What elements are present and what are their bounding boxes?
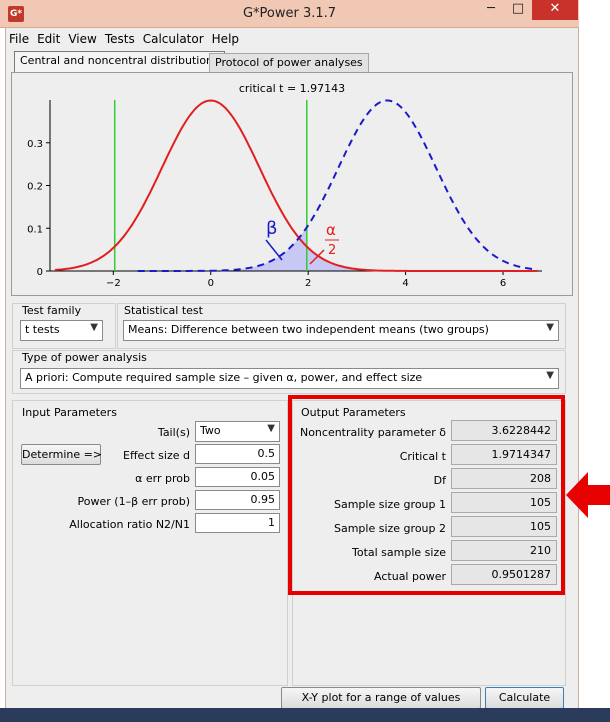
statistical-test-panel xyxy=(117,303,566,349)
total-sample-size-value: 210 xyxy=(451,540,557,561)
effect-size-label: Effect size d xyxy=(123,449,190,462)
critical-t-label: critical t = 1.97143 xyxy=(239,82,345,95)
chevron-down-icon: ▼ xyxy=(546,370,554,381)
distribution-plot: critical t = 1.97143 0 0.1 0.2 0.3 −2 0 2 4 6 β… xyxy=(27,82,542,288)
power-analysis-select[interactable]: A priori: Compute required sample size –… xyxy=(20,368,559,389)
allocation-ratio-label: Allocation ratio N2/N1 xyxy=(69,518,190,531)
alpha-err-input[interactable]: 0.05 xyxy=(195,467,280,487)
central-distribution-curve xyxy=(54,99,538,272)
noncentrality-value: 3.6228442 xyxy=(451,420,557,441)
total-sample-size-label: Total sample size xyxy=(351,546,446,559)
tails-value: Two xyxy=(200,424,221,437)
highlight-arrow-icon xyxy=(566,472,610,518)
taskbar xyxy=(0,708,610,722)
statistical-test-select[interactable]: Means: Difference between two independen… xyxy=(123,320,559,341)
y-tick-label: 0 xyxy=(37,267,43,278)
alpha-denominator: 2 xyxy=(328,243,336,258)
xy-plot-button[interactable]: X-Y plot for a range of values xyxy=(281,687,481,709)
y-tick-label: 0.3 xyxy=(27,139,43,150)
noncentrality-label: Noncentrality parameter δ xyxy=(299,426,446,439)
power-analysis-label: Type of power analysis xyxy=(22,351,147,364)
y-tick-label: 0.2 xyxy=(27,182,43,193)
window-title: G*Power 3.1.7 xyxy=(242,6,337,21)
power-analysis-panel xyxy=(12,350,566,394)
maximize-button[interactable]: □ xyxy=(511,1,525,16)
tails-label: Tail(s) xyxy=(157,426,190,439)
sample-size-group1-label: Sample size group 1 xyxy=(333,498,446,511)
critical-t-value: 1.9714347 xyxy=(451,444,557,465)
menu-edit[interactable]: Edit xyxy=(37,32,61,46)
actual-power-value: 0.9501287 xyxy=(451,564,557,585)
actual-power-label: Actual power xyxy=(374,570,446,583)
menu-view[interactable]: View xyxy=(68,32,97,46)
tails-select[interactable]: Two ▼ xyxy=(195,421,280,442)
app-icon: G* xyxy=(8,6,24,22)
tab-distributions[interactable]: Central and noncentral distributions xyxy=(14,51,225,73)
chevron-down-icon: ▼ xyxy=(90,322,98,333)
output-parameters-title: Output Parameters xyxy=(301,406,406,419)
alpha-label: α xyxy=(326,221,336,239)
test-family-value: t tests xyxy=(25,323,60,336)
chevron-down-icon: ▼ xyxy=(267,423,275,434)
output-highlight-box xyxy=(288,395,565,595)
input-parameters-panel xyxy=(12,400,288,686)
test-family-select[interactable]: t tests ▼ xyxy=(20,320,103,341)
menu-tests[interactable]: Tests xyxy=(104,32,135,46)
minimize-button[interactable]: ─ xyxy=(487,1,495,16)
beta-label: β xyxy=(266,218,278,239)
beta-pointer xyxy=(265,239,283,261)
effect-size-input[interactable]: 0.5 xyxy=(195,444,280,464)
sample-size-group2-value: 105 xyxy=(451,516,557,537)
power-input[interactable]: 0.95 xyxy=(195,490,280,510)
df-label: Df xyxy=(433,474,446,487)
test-family-panel xyxy=(12,303,116,349)
df-value: 208 xyxy=(451,468,557,489)
determine-button[interactable]: Determine => xyxy=(21,444,102,465)
x-tick-label: 2 xyxy=(305,278,311,288)
tab-protocol[interactable]: Protocol of power analyses xyxy=(209,53,369,72)
power-label: Power (1–β err prob) xyxy=(77,495,190,508)
output-parameters-panel xyxy=(292,400,566,686)
test-family-label: Test family xyxy=(22,304,82,317)
menu-help[interactable]: Help xyxy=(211,32,240,46)
x-tick-label: 0 xyxy=(208,278,214,288)
calculate-button[interactable]: Calculate xyxy=(485,687,564,709)
input-parameters-title: Input Parameters xyxy=(22,406,117,419)
statistical-test-value: Means: Difference between two independen… xyxy=(128,323,489,336)
x-tick-label: −2 xyxy=(106,278,121,288)
x-tick-label: 6 xyxy=(500,278,506,288)
title-bar: G* G*Power 3.1.7 ─ □ ✕ xyxy=(0,0,579,28)
sample-size-group2-label: Sample size group 2 xyxy=(333,522,446,535)
close-button[interactable]: ✕ xyxy=(532,0,578,20)
statistical-test-label: Statistical test xyxy=(124,304,203,317)
beta-area xyxy=(137,228,307,271)
critical-t-label-output: Critical t xyxy=(399,450,446,463)
y-tick-label: 0.1 xyxy=(27,224,43,235)
allocation-ratio-input[interactable]: 1 xyxy=(195,513,280,533)
alpha-err-label: α err prob xyxy=(135,472,190,485)
chevron-down-icon: ▼ xyxy=(546,322,554,333)
power-analysis-value: A priori: Compute required sample size –… xyxy=(25,371,423,384)
menu-bar: File Edit View Tests Calculator Help xyxy=(5,29,579,49)
sample-size-group1-value: 105 xyxy=(451,492,557,513)
menu-file[interactable]: File xyxy=(9,32,30,46)
menu-calculator[interactable]: Calculator xyxy=(142,32,204,46)
alpha-pointer xyxy=(309,249,325,265)
noncentral-distribution-curve xyxy=(137,99,538,272)
x-tick-label: 4 xyxy=(402,278,408,288)
